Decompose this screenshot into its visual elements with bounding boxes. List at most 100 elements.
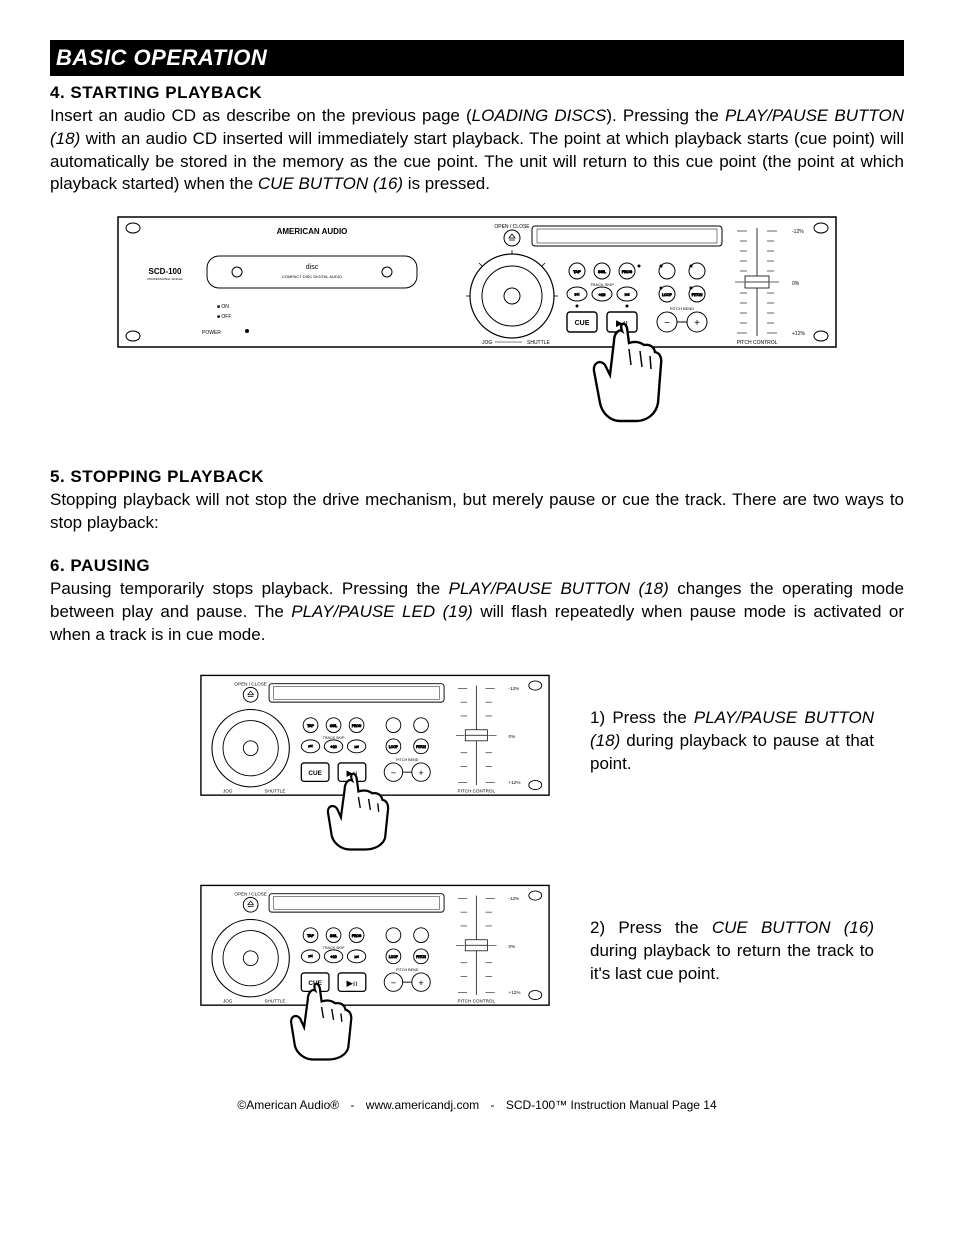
svg-text:⏮: ⏮ [308,744,312,749]
diagram-1: AMERICAN AUDIO disc COMPACT DISC DIGITAL… [50,216,904,436]
svg-text:TRACK SKIP: TRACK SKIP [323,946,345,950]
svg-text:PITCH CONTROL: PITCH CONTROL [458,788,496,793]
svg-text:■ OFF: ■ OFF [217,314,231,320]
svg-text:PITCH: PITCH [416,955,426,959]
footer-page: SCD-100™ Instruction Manual Page 14 [506,1098,717,1112]
svg-text:⏮: ⏮ [575,292,580,298]
svg-text:0%: 0% [792,281,800,287]
svg-text:disc: disc [306,264,319,271]
heading-6: 6. PAUSING [50,555,904,578]
svg-text:+12%: +12% [509,990,521,995]
paragraph-5: Stopping playback will not stop the driv… [50,489,904,535]
svg-text:−: − [664,318,670,329]
step-2-caption: 2) Press the CUE BUTTON (16) during play… [590,877,904,986]
svg-text:⏮: ⏮ [308,954,312,959]
svg-text:OPEN / CLOSE: OPEN / CLOSE [494,224,530,230]
svg-text:TAP: TAP [307,934,314,938]
footer-copyright: ©American Audio® [237,1098,339,1112]
text-italic: CUE BUTTON (16) [258,174,403,193]
svg-text:+: + [418,768,423,778]
text-italic: LOADING DISCS [472,106,607,125]
svg-text:PITCH CONTROL: PITCH CONTROL [458,998,496,1003]
svg-text:−: − [391,978,396,988]
text: during playback to return the track to i… [590,941,874,983]
svg-text:■ ON: ■ ON [217,304,229,310]
text: ). Pressing the [606,106,725,125]
svg-text:TAP: TAP [307,724,314,728]
footer-url: www.americandj.com [366,1098,479,1112]
svg-text:⏭: ⏭ [625,292,630,298]
svg-text:TAP: TAP [573,269,581,274]
diagram-2: OPEN / CLOSE JOG SHUTTLE TAP SGL PROG TR… [200,667,550,857]
svg-text:SCD-100: SCD-100 [149,267,182,276]
svg-text:PROG: PROG [352,724,362,728]
svg-text:SHUTTLE: SHUTTLE [264,788,285,793]
svg-text:OPEN / CLOSE: OPEN / CLOSE [234,891,266,896]
svg-text:+12%: +12% [792,331,805,337]
svg-text:PITCH: PITCH [692,293,703,297]
footer-sep: - [491,1097,495,1113]
page-footer: ©American Audio® - www.americandj.com - … [50,1097,904,1113]
section-header: BASIC OPERATION [50,40,904,76]
svg-text:SHUTTLE: SHUTTLE [264,998,285,1003]
text: during playback to pause at that point. [590,731,874,773]
svg-text:CUE: CUE [308,770,322,777]
heading-4: 4. STARTING PLAYBACK [50,82,904,105]
svg-text:LOOP: LOOP [662,293,672,297]
svg-text:+12%: +12% [509,780,521,785]
paragraph-6: Pausing temporarily stops playback. Pres… [50,578,904,647]
svg-text:SGL: SGL [330,724,337,728]
svg-text:-12%: -12% [509,896,520,901]
svg-text:0%: 0% [509,734,516,739]
footer-sep: - [350,1097,354,1113]
text-italic: PLAY/PAUSE LED (19) [291,602,473,621]
svg-text:OPEN / CLOSE: OPEN / CLOSE [234,681,266,686]
svg-text:PITCH BEND: PITCH BEND [670,306,694,311]
svg-text:⏭: ⏭ [355,954,359,959]
svg-text:⏭: ⏭ [355,744,359,749]
svg-text:JOG: JOG [482,340,492,346]
text-italic: CUE BUTTON (16) [712,918,874,937]
svg-text:PITCH BEND: PITCH BEND [396,758,419,762]
svg-text:-12%: -12% [792,229,804,235]
svg-text:CUE: CUE [575,320,590,327]
svg-text:PROG: PROG [352,934,362,938]
svg-text:-12%: -12% [509,686,520,691]
diagram-3: OPEN / CLOSE JOG SHUTTLE TAP SGL PROG TR… [200,877,550,1067]
svg-text:SGL: SGL [598,269,607,274]
svg-text:AMERICAN AUDIO: AMERICAN AUDIO [277,227,348,236]
svg-text:LOOP: LOOP [389,955,398,959]
text: Pausing temporarily stops playback. Pres… [50,579,449,598]
svg-text:SGL: SGL [330,934,337,938]
step-1-caption: 1) Press the PLAY/PAUSE BUTTON (18) duri… [590,667,904,776]
svg-text:TRACK SKIP: TRACK SKIP [323,736,345,740]
text: 1) Press the [590,708,694,727]
text: is pressed. [403,174,490,193]
svg-text:PITCH BEND: PITCH BEND [396,968,419,972]
svg-text:+10: +10 [330,745,336,749]
svg-text:TRACK SKIP: TRACK SKIP [590,282,614,287]
svg-text:0%: 0% [509,944,516,949]
step-2-row: OPEN / CLOSE JOG SHUTTLE TAP SGL PROG TR… [50,877,904,1067]
svg-text:+10: +10 [330,955,336,959]
svg-text:PITCH: PITCH [416,745,426,749]
heading-5: 5. STOPPING PLAYBACK [50,466,904,489]
paragraph-4: Insert an audio CD as describe on the pr… [50,105,904,197]
svg-text:PITCH CONTROL: PITCH CONTROL [737,340,778,346]
text-italic: PLAY/PAUSE BUTTON (18) [449,579,669,598]
svg-text:JOG: JOG [223,788,233,793]
svg-text:+10: +10 [599,292,607,297]
svg-text:PROFESSIONAL SINGLE: PROFESSIONAL SINGLE [147,277,182,281]
step-1-row: OPEN / CLOSE JOG SHUTTLE TAP SGL PROG TR… [50,667,904,857]
svg-text:▶ıı: ▶ıı [346,979,357,988]
svg-text:PROG: PROG [622,270,633,274]
text: Insert an audio CD as describe on the pr… [50,106,472,125]
svg-text:SHUTTLE: SHUTTLE [527,340,550,346]
svg-text:+: + [694,318,700,329]
svg-text:LOOP: LOOP [389,745,398,749]
svg-text:−: − [391,768,396,778]
svg-text:COMPACT DISC DIGITAL AUDIO: COMPACT DISC DIGITAL AUDIO [282,274,342,279]
svg-text:JOG: JOG [223,998,233,1003]
svg-text:+: + [418,978,423,988]
svg-text:POWER: POWER [202,330,221,336]
